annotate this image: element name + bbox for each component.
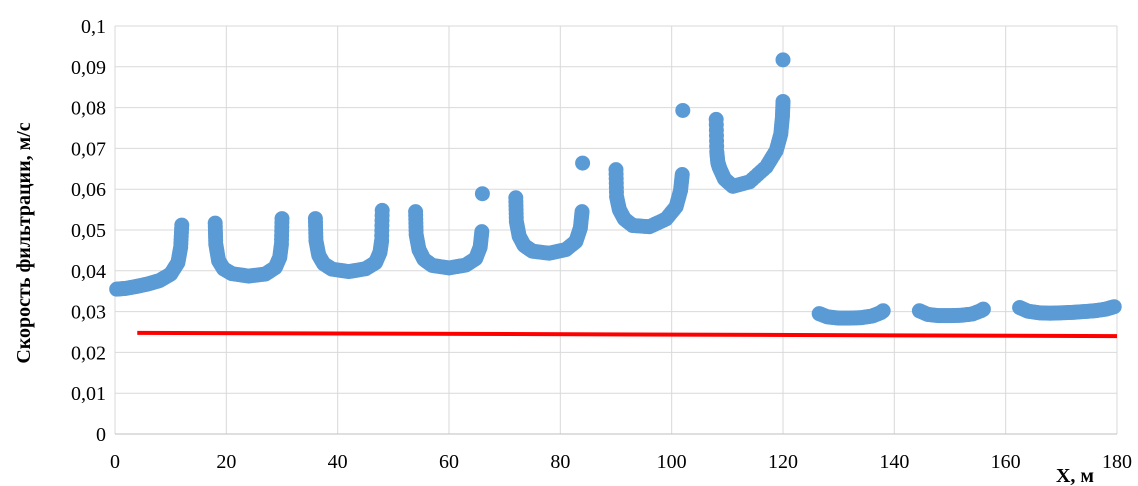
y-tick-label: 0,07: [71, 138, 106, 160]
x-tick-label: 120: [768, 451, 798, 473]
data-point: [675, 102, 691, 118]
data-point: [975, 301, 991, 317]
data-point: [575, 155, 591, 171]
y-tick-labels: 0 0,01 0,02 0,03 0,04 0,05 0,06 0,07 0,08 0,09 0,1: [71, 16, 106, 446]
y-tick-label: 0,03: [71, 302, 106, 324]
y-tick-label: 0,06: [71, 179, 106, 201]
data-point: [574, 204, 590, 220]
line-series: [137, 330, 1118, 339]
data-point: [274, 211, 290, 227]
x-tick-label: 60: [439, 451, 459, 473]
y-tick-label: 0,04: [71, 261, 106, 283]
x-axis-title: X, м: [1056, 465, 1094, 486]
y-tick-label: 0: [96, 424, 106, 446]
red-line: [137, 330, 1118, 339]
y-tick-label: 0,05: [71, 220, 106, 242]
y-tick-label: 0,1: [81, 16, 106, 38]
x-tick-label: 180: [1102, 451, 1132, 473]
y-tick-label: 0,09: [71, 57, 106, 79]
data-point: [775, 93, 791, 109]
data-point: [374, 202, 390, 218]
x-tick-label: 20: [216, 451, 236, 473]
axes: [114, 26, 1117, 435]
data-point: [474, 186, 490, 202]
x-tick-label: 40: [328, 451, 348, 473]
data-point: [174, 217, 190, 233]
data-point: [875, 303, 891, 319]
data-point: [775, 52, 791, 68]
y-axis-title: Скорость фильтрации, м/с: [13, 122, 35, 363]
x-tick-label: 100: [657, 451, 687, 473]
x-tick-label: 160: [991, 451, 1021, 473]
data-point: [674, 167, 690, 183]
x-tick-label: 80: [550, 451, 570, 473]
x-tick-labels: 0 20 40 60 80 100 120 140 160 180: [110, 451, 1132, 473]
x-tick-label: 0: [110, 451, 120, 473]
grid: [115, 25, 1118, 434]
data-point: [474, 224, 490, 240]
x-tick-label: 140: [879, 451, 909, 473]
y-tick-label: 0,01: [71, 383, 106, 405]
scatter-series: [109, 52, 1122, 326]
y-tick-label: 0,08: [71, 98, 106, 120]
data-point: [1106, 299, 1122, 315]
y-tick-label: 0,02: [71, 342, 106, 364]
